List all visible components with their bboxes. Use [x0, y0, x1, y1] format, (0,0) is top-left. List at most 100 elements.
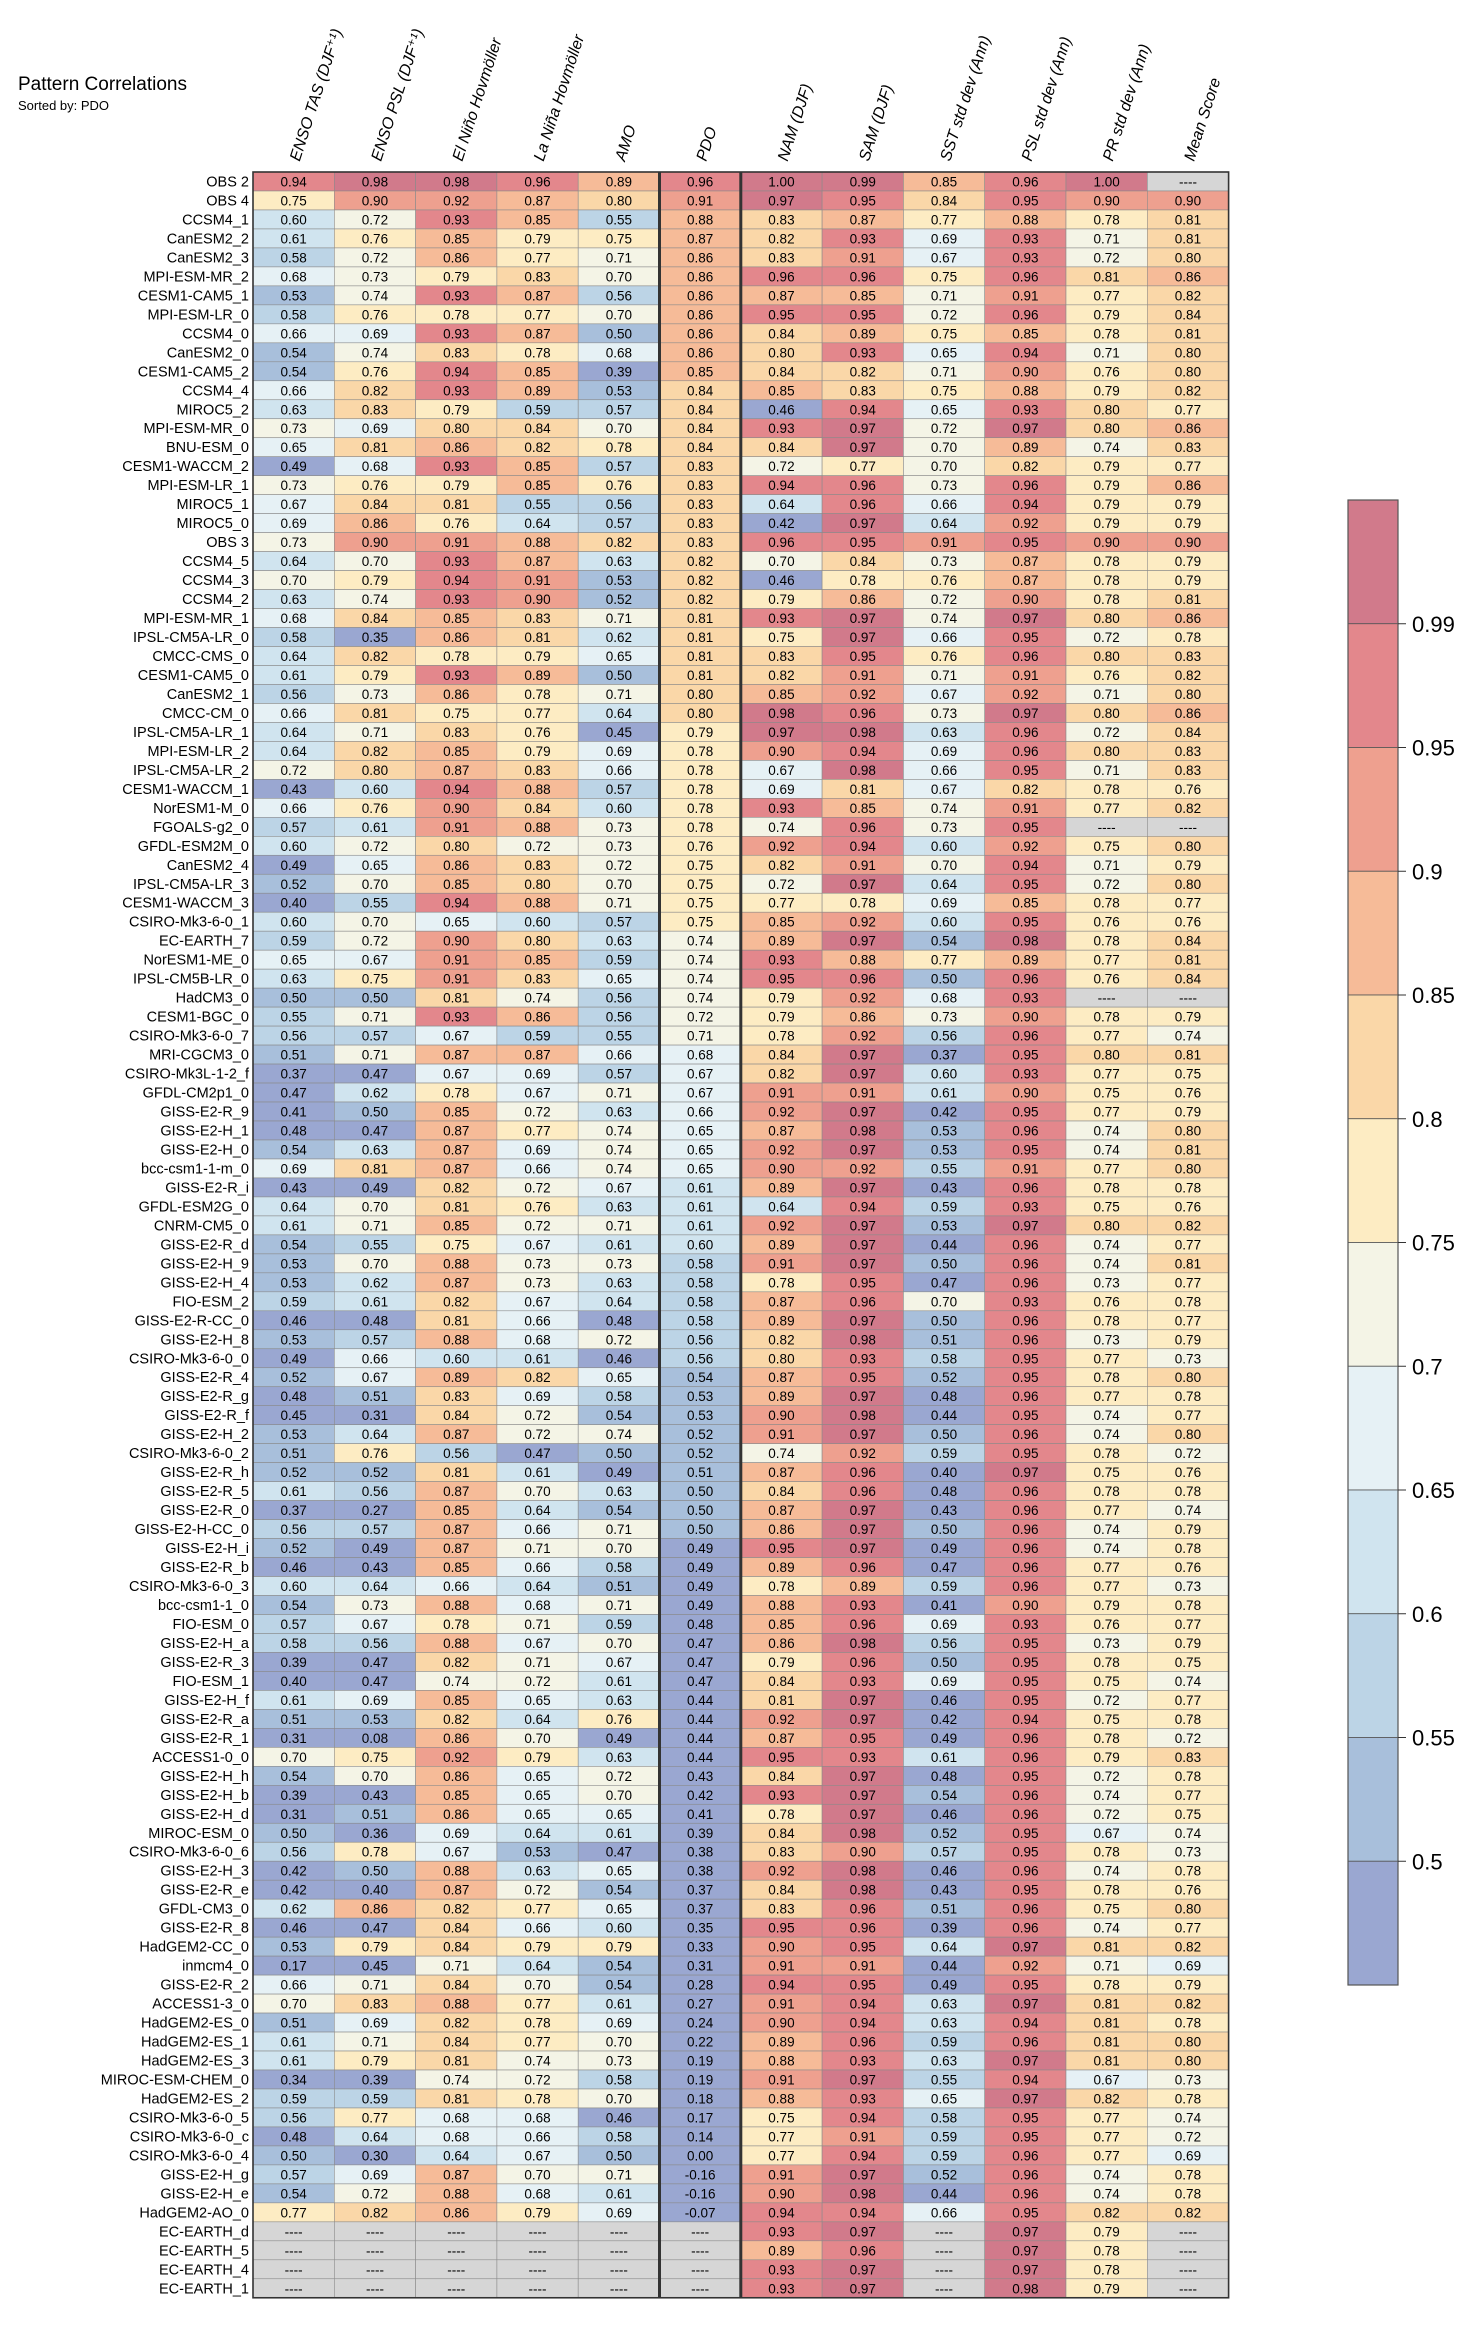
cell-value-label: 0.83: [524, 611, 550, 626]
cell-value-label: 0.77: [1175, 1921, 1201, 1936]
cell-value-label: 0.81: [1175, 212, 1201, 227]
cell-value-label: 0.84: [931, 193, 958, 208]
cell-value-label: 0.55: [606, 212, 632, 227]
cell-value-label: 0.69: [362, 2167, 388, 2182]
row-label: GISS-E2-R_9: [160, 1105, 249, 1121]
row-label: MRI-CGCM3_0: [149, 1048, 249, 1064]
cell-value-label: 0.97: [850, 1067, 876, 1082]
cell-value-label: 0.96: [1012, 1788, 1038, 1803]
cell-value-label: 0.83: [443, 1389, 469, 1404]
cell-value-label: 0.96: [850, 1560, 876, 1575]
cell-value-label: 0.43: [281, 1180, 307, 1195]
cell-value-label: 0.90: [1012, 592, 1038, 607]
cell-value-label: 0.75: [362, 972, 388, 987]
cell-value-label: 0.40: [281, 1674, 307, 1689]
cell-value-label: 0.97: [850, 1048, 876, 1063]
cell-value-label: 0.78: [1175, 1389, 1201, 1404]
cell-value-label: 0.53: [362, 1712, 388, 1727]
cell-value-label: 0.57: [362, 1522, 388, 1537]
row-label: GISS-E2-H_9: [160, 1256, 249, 1272]
cell-value-label: 0.81: [443, 2054, 469, 2069]
row-label: GISS-E2-H_h: [160, 1769, 249, 1785]
cell-value-label: 0.81: [1175, 1256, 1201, 1271]
cell-value-label: 0.63: [606, 934, 632, 949]
row-label: EC-EARTH_7: [159, 934, 249, 950]
cell-value-label: 0.64: [606, 1294, 633, 1309]
cell-value-label: 0.82: [524, 440, 550, 455]
cell-value-label: 0.77: [1175, 459, 1201, 474]
cell-value-label: 0.68: [524, 1332, 550, 1347]
cell-value-label: 0.64: [281, 744, 308, 759]
cell-value-label: 0.96: [768, 535, 794, 550]
cell-value-label: 0.43: [931, 1180, 957, 1195]
cell-value-label: 0.58: [281, 307, 307, 322]
cell-value-label: 0.46: [281, 1313, 307, 1328]
cell-value-label: 0.41: [687, 1807, 713, 1822]
cell-value-label: 0.65: [931, 402, 957, 417]
cell-value-label: 0.95: [768, 972, 794, 987]
cell-value-label: 0.54: [931, 1788, 958, 1803]
cell-value-label: 0.93: [443, 383, 469, 398]
cell-value-label: 0.65: [362, 858, 388, 873]
cell-value-label: 0.83: [362, 1997, 388, 2012]
cell-value-label: 0.81: [1175, 326, 1201, 341]
cell-value-label: 0.27: [362, 1503, 388, 1518]
cell-value-label: 0.72: [1175, 1446, 1201, 1461]
cell-value-label: 0.76: [931, 649, 957, 664]
cell-value-label: 0.64: [362, 1579, 389, 1594]
cell-value-label: 0.91: [1012, 668, 1038, 683]
cell-value-label: 0.95: [1012, 2129, 1038, 2144]
cell-value-label: 0.71: [606, 896, 632, 911]
cell-value-label: 0.97: [850, 1180, 876, 1195]
cell-value-label: 0.93: [443, 1010, 469, 1025]
cell-value-label: 0.67: [1094, 1826, 1120, 1841]
cell-value-label: 0.50: [281, 991, 307, 1006]
cell-value-label: 0.78: [524, 2091, 550, 2106]
cell-value-label: 0.78: [1094, 1883, 1120, 1898]
cell-value-label: 0.50: [687, 1484, 713, 1499]
cell-value-label: 0.65: [687, 1123, 713, 1138]
cell-value-label: 0.70: [931, 440, 957, 455]
column-header: PSL std dev (Ann): [1019, 35, 1075, 163]
cell-value-label: 0.64: [281, 1199, 308, 1214]
cell-value-label: 0.14: [687, 2129, 714, 2144]
cell-value-label: 0.66: [281, 383, 307, 398]
cell-value-label: 0.53: [524, 1845, 550, 1860]
cell-value-label: 0.94: [443, 573, 470, 588]
cell-value-label: 0.96: [850, 2243, 876, 2258]
cell-value-label: 0.94: [1012, 2072, 1039, 2087]
cell-value-label: 0.79: [443, 478, 469, 493]
cell-value-label: 0.91: [768, 2167, 794, 2182]
cell-value-label: 0.63: [281, 972, 307, 987]
cell-value-label: 0.55: [524, 497, 550, 512]
cell-value-label: 0.65: [931, 2091, 957, 2106]
cell-value-label: 0.79: [1175, 1010, 1201, 1025]
cell-value-label: 0.81: [1175, 953, 1201, 968]
cell-value-label: 0.97: [850, 877, 876, 892]
cell-value-label: 0.57: [606, 516, 632, 531]
cell-value-label: 0.95: [768, 1541, 794, 1556]
cell-value-label: 0.78: [524, 687, 550, 702]
cell-value-label: 0.90: [1175, 535, 1201, 550]
cell-value-label: 0.96: [1012, 1123, 1038, 1138]
cell-value-label: 0.82: [443, 2016, 469, 2031]
cell-value-label: 0.65: [606, 972, 632, 987]
row-label: OBS 3: [206, 535, 249, 551]
cell-value-label: 0.64: [524, 1579, 551, 1594]
cell-value-label: 0.66: [281, 1978, 307, 1993]
cell-value-label: 0.46: [931, 1807, 957, 1822]
cell-value-label: 0.39: [362, 2072, 388, 2087]
cell-value-label: 0.84: [1175, 307, 1202, 322]
cell-value-label: 0.95: [768, 1750, 794, 1765]
cell-value-label: 0.62: [606, 630, 632, 645]
cell-value-label: 0.42: [281, 1883, 307, 1898]
cell-value-label: 0.73: [524, 1275, 550, 1290]
cell-value-label: 0.65: [931, 345, 957, 360]
cell-value-label: 0.56: [687, 1332, 713, 1347]
cell-value-label: 0.73: [1094, 1332, 1120, 1347]
cell-value-label: 0.90: [362, 193, 388, 208]
cell-value-label: 0.67: [281, 497, 307, 512]
cell-value-label: 0.91: [931, 535, 957, 550]
cell-value-label: 0.90: [443, 801, 469, 816]
cell-value-label: 0.74: [1094, 1864, 1121, 1879]
